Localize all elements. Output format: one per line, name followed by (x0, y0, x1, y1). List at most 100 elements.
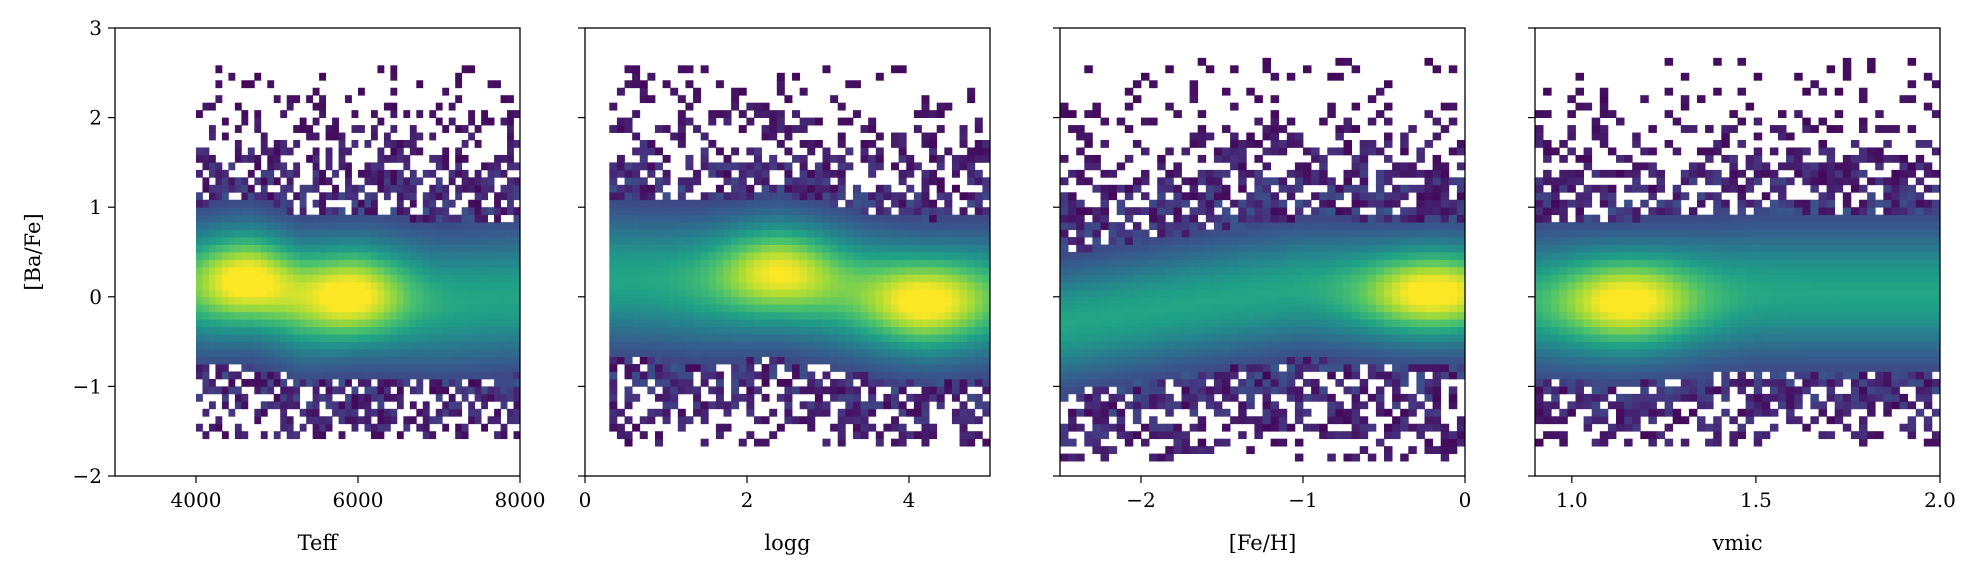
heatmap-cell (338, 154, 346, 163)
heatmap-cell (639, 214, 648, 223)
heatmap-cell (364, 274, 372, 283)
heatmap-cell (1132, 244, 1142, 253)
heatmap-cell (662, 393, 671, 402)
heatmap-cell (944, 326, 953, 335)
heatmap-cell (1173, 371, 1182, 380)
heatmap-cell (215, 199, 223, 208)
heatmap-cell (364, 281, 372, 290)
heatmap-cell (974, 364, 983, 372)
heatmap-cell (891, 349, 900, 357)
heatmap-cell (746, 281, 755, 290)
heatmap-cell (267, 289, 275, 298)
heatmap-cell (1100, 326, 1109, 335)
heatmap-cell (776, 259, 785, 268)
heatmap-cell (474, 184, 482, 193)
heatmap-cell (215, 252, 223, 260)
heatmap-cell (293, 296, 301, 305)
heatmap-cell (241, 199, 249, 208)
heatmap-cell (1286, 378, 1296, 387)
heatmap-cell (474, 416, 482, 425)
heatmap-cell (1375, 393, 1385, 402)
heatmap-cell (609, 237, 618, 245)
heatmap-cell (868, 289, 877, 298)
heatmap-cell (1068, 296, 1077, 305)
heatmap-cell (422, 416, 430, 425)
heatmap-cell (738, 364, 747, 372)
heatmap-cell (1238, 237, 1247, 245)
heatmap-cell (312, 326, 320, 335)
heatmap-cell (377, 244, 385, 253)
heatmap-cell (715, 386, 724, 395)
heatmap-cell (708, 229, 717, 238)
heatmap-cell (221, 237, 229, 245)
heatmap-cell (1230, 289, 1239, 298)
heatmap-cell (807, 192, 816, 201)
heatmap-cell (390, 244, 398, 253)
heatmap-cell (487, 304, 495, 313)
heatmap-cell (1157, 199, 1166, 208)
heatmap-cell (234, 304, 242, 313)
heatmap-cell (1149, 319, 1158, 328)
heatmap-cell (364, 311, 372, 320)
heatmap-cell (1205, 289, 1215, 298)
heatmap-cell (1351, 453, 1361, 462)
heatmap-cell (1181, 326, 1190, 335)
heatmap-cell (390, 110, 398, 118)
heatmap-cell (299, 378, 307, 387)
heatmap-cell (1367, 117, 1377, 126)
heatmap-cell (1092, 207, 1101, 216)
heatmap-cell (868, 423, 877, 432)
heatmap-cell (358, 274, 365, 283)
heatmap-cell (670, 393, 679, 402)
heatmap-cell (1197, 237, 1207, 245)
heatmap-cell (1335, 222, 1344, 230)
heatmap-cell (898, 274, 907, 283)
heatmap-cell (974, 274, 983, 283)
heatmap-cell (1189, 401, 1199, 410)
heatmap-cell (1124, 341, 1134, 350)
heatmap-cell (731, 199, 740, 208)
heatmap-cell (654, 438, 663, 447)
heatmap-cell (383, 237, 391, 245)
heatmap-cell (396, 371, 404, 380)
heatmap-cell (1230, 252, 1239, 260)
heatmap-cell (929, 266, 938, 275)
heatmap-cell (761, 349, 770, 357)
heatmap-cell (875, 334, 884, 342)
heatmap-cell (1068, 304, 1077, 313)
heatmap-cell (351, 393, 359, 402)
heatmap-cell (1173, 378, 1182, 387)
heatmap-cell (513, 334, 521, 342)
heatmap-cell (708, 386, 717, 395)
heatmap-cell (685, 222, 694, 230)
heatmap-cell (409, 147, 417, 156)
heatmap-cell (196, 289, 203, 298)
heatmap-cell (325, 154, 333, 163)
heatmap-cell (377, 289, 385, 298)
heatmap-cell (830, 393, 839, 402)
heatmap-cell (792, 334, 801, 342)
heatmap-cell (370, 274, 378, 283)
heatmap-cell (959, 229, 968, 238)
heatmap-cell (868, 311, 877, 320)
heatmap-cell (974, 356, 983, 365)
heatmap-cell (1230, 356, 1239, 365)
heatmap-cell (455, 154, 463, 163)
heatmap-cell (769, 296, 778, 305)
heatmap-cell (784, 289, 793, 298)
heatmap-cell (1100, 386, 1109, 395)
heatmap-cell (814, 207, 823, 216)
heatmap-cell (792, 386, 801, 395)
heatmap-cell (494, 207, 501, 216)
heatmap-cell (435, 386, 443, 395)
heatmap-cell (1351, 416, 1361, 425)
heatmap-cell (1351, 259, 1361, 268)
heatmap-cell (1181, 214, 1190, 223)
heatmap-cell (1262, 326, 1271, 335)
heatmap-cell (761, 162, 770, 171)
heatmap-cell (1124, 154, 1134, 163)
heatmap-cell (1084, 311, 1093, 320)
heatmap-cell (708, 207, 717, 216)
heatmap-cell (442, 252, 450, 260)
heatmap-cell (845, 378, 854, 387)
